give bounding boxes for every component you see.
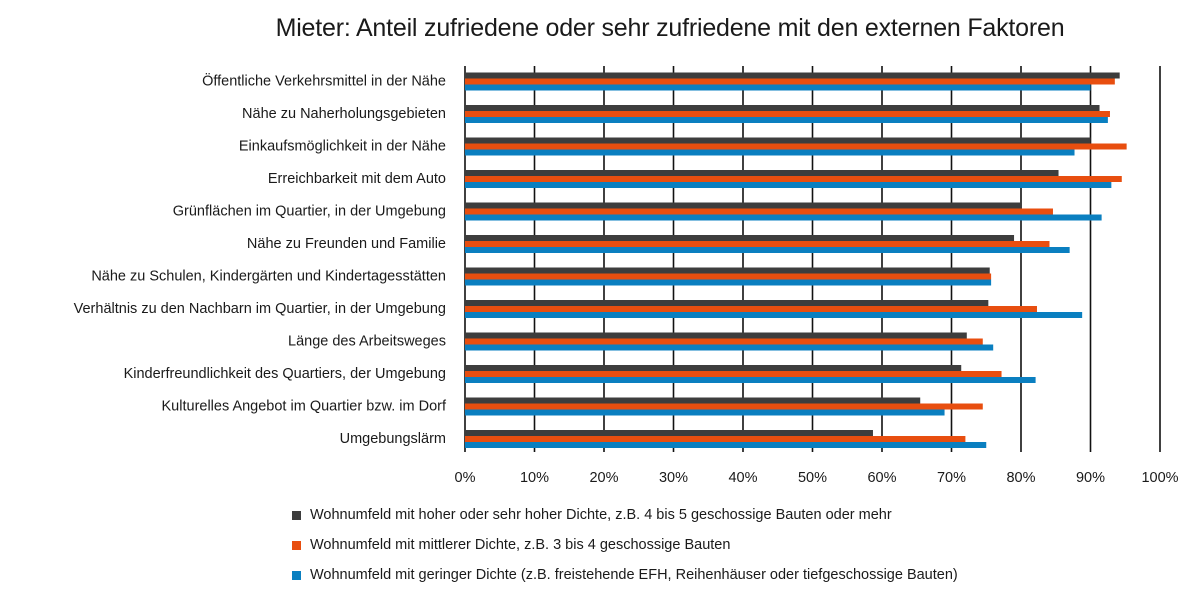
bar-series-3	[465, 84, 1091, 91]
category-label: Kinderfreundlichkeit des Quartiers, der …	[124, 366, 446, 382]
category-label: Länge des Arbeitsweges	[288, 334, 446, 350]
bar-series-2	[465, 338, 983, 345]
x-axis-ticks: 0% 10% 20% 30% 40% 50% 60% 70% 80% 90% 100%	[455, 470, 1179, 486]
bar-series-2	[465, 371, 1002, 377]
bar-chart: Öffentliche Verkehrsmittel in der Nähe Nä…	[74, 66, 1179, 486]
x-tick-label: 70%	[937, 470, 966, 486]
legend-label: Wohnumfeld mit geringer Dichte (z.B. fre…	[310, 567, 958, 583]
legend-swatch	[292, 510, 301, 520]
x-tick-label: 50%	[798, 470, 827, 486]
legend-swatch	[292, 540, 301, 550]
x-tick-label: 10%	[520, 470, 549, 486]
bar-series-1	[465, 170, 1059, 176]
bar-series-1	[465, 332, 967, 339]
bar-series-2	[465, 78, 1115, 85]
category-label: Erreichbarkeit mit dem Auto	[268, 171, 446, 187]
gridlines	[464, 66, 1161, 452]
category-label: Öffentliche Verkehrsmittel in der Nähe	[202, 72, 446, 90]
x-tick-label: 100%	[1141, 470, 1178, 486]
bar-series-1	[465, 397, 921, 404]
bar-series-3	[465, 409, 945, 416]
bar-series-1	[465, 202, 1021, 209]
category-label: Grünflächen im Quartier, in der Umgebung	[173, 204, 446, 220]
bar-series-2	[465, 241, 1050, 247]
legend: Wohnumfeld mit hoher oder sehr hoher Dic…	[292, 500, 958, 590]
legend-item: Wohnumfeld mit geringer Dichte (z.B. fre…	[292, 560, 958, 590]
bar-series-2	[465, 403, 983, 410]
bar-series-2	[465, 306, 1037, 312]
category-label: Verhältnis zu den Nachbarn im Quartier, …	[74, 301, 446, 317]
bar-series-2	[465, 111, 1110, 117]
x-tick-label: 90%	[1076, 470, 1105, 486]
legend-label: Wohnumfeld mit hoher oder sehr hoher Dic…	[310, 507, 892, 523]
bar-series-1	[465, 72, 1120, 79]
bar-series-2	[465, 143, 1127, 150]
x-tick-label: 0%	[455, 470, 476, 486]
category-label: Einkaufsmöglichkeit in der Nähe	[239, 139, 446, 155]
x-tick-label: 80%	[1006, 470, 1035, 486]
bar-series-2	[465, 273, 992, 280]
bar-series-3	[465, 279, 992, 286]
bar-series-3	[465, 442, 987, 448]
bar-series-3	[465, 247, 1070, 253]
legend-item: Wohnumfeld mit mittlerer Dichte, z.B. 3 …	[292, 530, 958, 560]
legend-label: Wohnumfeld mit mittlerer Dichte, z.B. 3 …	[310, 537, 731, 553]
bar-series-3	[465, 344, 994, 351]
category-label: Nähe zu Schulen, Kindergärten und Kinder…	[91, 269, 446, 285]
bar-series-3	[465, 182, 1112, 188]
bar-series-1	[465, 137, 1091, 144]
bar-series-3	[465, 214, 1102, 221]
x-tick-label: 30%	[659, 470, 688, 486]
category-label: Kulturelles Angebot im Quartier bzw. im …	[162, 399, 447, 415]
category-labels: Öffentliche Verkehrsmittel in der Nähe Nä…	[74, 72, 447, 448]
bar-series-3	[465, 117, 1108, 123]
bar-series-1	[465, 430, 873, 436]
bar-series-3	[465, 149, 1075, 156]
bar-series-1	[465, 267, 990, 274]
x-tick-label: 20%	[589, 470, 618, 486]
bar-series-1	[465, 300, 989, 306]
bar-series-1	[465, 235, 1015, 241]
bar-series-2	[465, 208, 1053, 215]
legend-item: Wohnumfeld mit hoher oder sehr hoher Dic…	[292, 500, 958, 530]
category-label: Nähe zu Naherholungsgebieten	[242, 106, 446, 122]
bar-series-2	[465, 436, 966, 442]
legend-swatch	[292, 570, 301, 580]
category-label: Nähe zu Freunden und Familie	[247, 236, 446, 252]
bar-series-1	[465, 365, 962, 371]
bar-series-3	[465, 312, 1083, 318]
category-label: Umgebungslärm	[340, 431, 446, 447]
x-tick-label: 40%	[728, 470, 757, 486]
bar-series-2	[465, 176, 1122, 182]
bar-series-3	[465, 377, 1036, 383]
x-tick-label: 60%	[867, 470, 896, 486]
bar-series-1	[465, 105, 1100, 111]
chart-title: Mieter: Anteil zufriedene oder sehr zufr…	[275, 14, 1065, 42]
bars	[465, 72, 1127, 448]
